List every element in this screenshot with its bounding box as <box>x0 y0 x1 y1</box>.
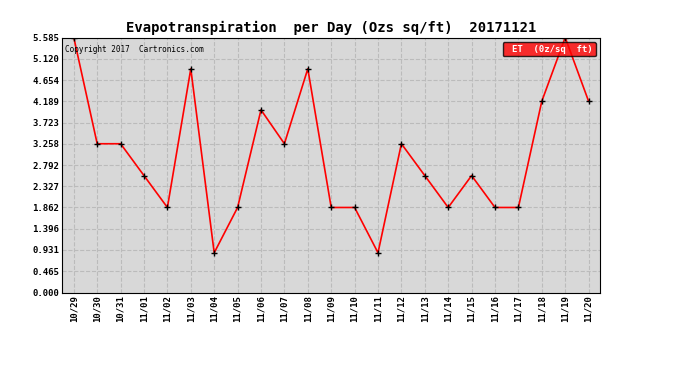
Legend: ET  (0z/sq  ft): ET (0z/sq ft) <box>502 42 595 56</box>
Title: Evapotranspiration  per Day (Ozs sq/ft)  20171121: Evapotranspiration per Day (Ozs sq/ft) 2… <box>126 21 536 35</box>
Text: Copyright 2017  Cartronics.com: Copyright 2017 Cartronics.com <box>65 45 204 54</box>
